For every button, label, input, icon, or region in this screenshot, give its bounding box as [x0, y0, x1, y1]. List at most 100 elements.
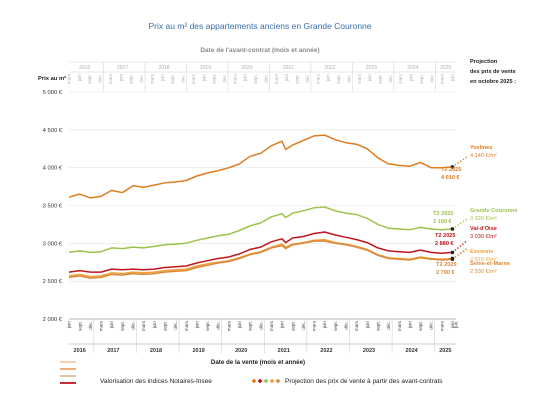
legend-diamond-icon	[251, 378, 257, 384]
top-month-label: déc.	[346, 74, 351, 83]
series-end-label: T2 2025	[436, 262, 457, 268]
bottom-month-label: sept.	[205, 321, 210, 331]
top-year-label: 2019	[200, 65, 211, 71]
projection-header-line: des prix de vente	[470, 69, 516, 75]
series-name-label: 4 140 €/m²	[470, 153, 497, 159]
top-year-label: 2025	[440, 65, 451, 71]
bottom-month-label: mars	[397, 320, 402, 331]
bottom-month-label: sept.	[290, 321, 295, 331]
top-month-label: juin	[284, 74, 289, 83]
series-end-point	[450, 227, 455, 231]
y-tick-label: 3 000 €	[43, 241, 63, 247]
series-end-label: T2 2025	[433, 211, 454, 217]
x-axis-label: Date de la vente (mois et année)	[211, 359, 305, 366]
legend-diamond-swatches	[251, 378, 281, 384]
bottom-month-label: mars	[312, 320, 317, 331]
series-end-point	[450, 250, 455, 255]
top-month-label: mars	[67, 73, 72, 84]
y-tick-label: 2 000 €	[43, 317, 63, 323]
top-month-label: sept.	[377, 74, 382, 84]
bottom-month-label: sept.	[375, 321, 380, 331]
projection-line	[451, 240, 468, 253]
bottom-month-label: juil.	[454, 321, 459, 329]
series-name-label: 3 030 €/m²	[470, 234, 497, 240]
bottom-month-label: sept.	[248, 321, 253, 331]
top-month-label: déc.	[305, 74, 310, 83]
series-end-point	[450, 165, 455, 169]
bottom-month-label: juin	[407, 321, 412, 330]
legend-diamond-icon	[257, 378, 263, 384]
grid	[69, 91, 456, 320]
top-month-label: sept.	[129, 74, 134, 84]
series-end-point	[450, 257, 455, 262]
y-axis-ticks: 2 000 € 2 500 € 3 000 € 3 500 € 4 000 € 4 500…	[43, 90, 63, 323]
legend-diamond-icon	[275, 378, 281, 384]
top-month-label: mars	[108, 73, 113, 84]
bottom-axis: juin sept. déc. mars juin sept. déc. mars juin se…	[67, 318, 459, 354]
bottom-month-label: juin	[194, 321, 199, 330]
top-month-label: déc.	[263, 74, 268, 83]
top-month-label: juin	[118, 74, 123, 83]
bottom-month-label: déc.	[173, 321, 178, 330]
bottom-year-label: 2024	[405, 348, 418, 354]
projection-line	[451, 156, 468, 168]
top-month-label: sept.	[295, 74, 300, 84]
legend: Valorisation des indices Notaires-Insee …	[60, 361, 443, 385]
y-tick-label: 2 500 €	[43, 279, 63, 285]
projection-line	[451, 247, 468, 260]
series-name-label: 3 320 €/m²	[470, 216, 497, 222]
bottom-month-label: sept.	[120, 321, 125, 331]
top-month-label: déc.	[429, 74, 434, 83]
bottom-month-label: déc.	[344, 321, 349, 330]
top-month-label: sept.	[212, 74, 217, 84]
series-name-label: Val-d'Oise	[470, 226, 497, 232]
series-line	[68, 134, 453, 199]
series-labels: Yvelines 4 140 €/m² T2 2025 4 010 € Grande C…	[433, 145, 518, 276]
top-month-label: mars	[315, 73, 320, 84]
series-line	[68, 238, 453, 278]
top-month-label: mars	[398, 73, 403, 84]
bottom-month-label: juin	[322, 321, 327, 330]
bottom-month-label: juin	[67, 321, 72, 330]
bottom-year-label: 2016	[74, 348, 86, 354]
top-month-label: mars	[232, 73, 237, 84]
projection-header: Projection des prix de vente en octobre …	[470, 59, 516, 85]
bottom-month-label: mars	[269, 320, 274, 331]
top-month-label: mars	[274, 73, 279, 84]
top-axis: mars juin sept. déc. mars juin sept. déc. mars ju…	[67, 61, 456, 92]
top-month-label: déc.	[388, 74, 393, 83]
top-month-label: mars	[191, 73, 196, 84]
bottom-month-label: déc.	[88, 321, 93, 330]
top-month-label: juin	[160, 74, 165, 83]
projection-line	[452, 249, 468, 260]
bottom-month-label: sept.	[77, 321, 82, 331]
top-month-label: mars	[149, 73, 154, 84]
bottom-year-label: 2018	[150, 348, 162, 354]
series-name-label: 2 910 €/m²	[470, 257, 497, 263]
series-end-label: 4 010 €	[441, 175, 461, 181]
top-month-label: déc.	[98, 74, 103, 83]
bottom-year-label: 2020	[235, 348, 247, 354]
bottom-month-label: sept.	[418, 321, 423, 331]
top-month-label: juin	[409, 74, 414, 83]
legend-diamond-icon	[269, 378, 275, 384]
bottom-month-label: juin	[365, 321, 370, 330]
top-month-label: sept.	[253, 74, 258, 84]
top-month-label: sept.	[336, 74, 341, 84]
top-month-label: juin	[450, 74, 455, 83]
bottom-month-label: mars	[141, 320, 146, 331]
bottom-year-label: 2017	[107, 348, 119, 354]
series-line	[68, 240, 453, 279]
top-month-label: juin	[201, 74, 206, 83]
top-month-label: déc.	[139, 74, 144, 83]
bottom-month-label: juin	[280, 321, 285, 330]
chart-title: Prix au m² des appartements anciens en G…	[148, 21, 371, 31]
y-tick-label: 5 000 €	[43, 90, 63, 96]
top-axis-label: Date de l'avant-contrat (mois et année)	[200, 47, 319, 54]
bottom-month-label: sept.	[333, 321, 338, 331]
bottom-month-label: mars	[354, 320, 359, 331]
bottom-year-label: 2019	[192, 348, 204, 354]
bottom-month-label: déc.	[386, 321, 391, 330]
top-year-label: 2020	[241, 65, 252, 71]
top-month-label: sept.	[170, 74, 175, 84]
